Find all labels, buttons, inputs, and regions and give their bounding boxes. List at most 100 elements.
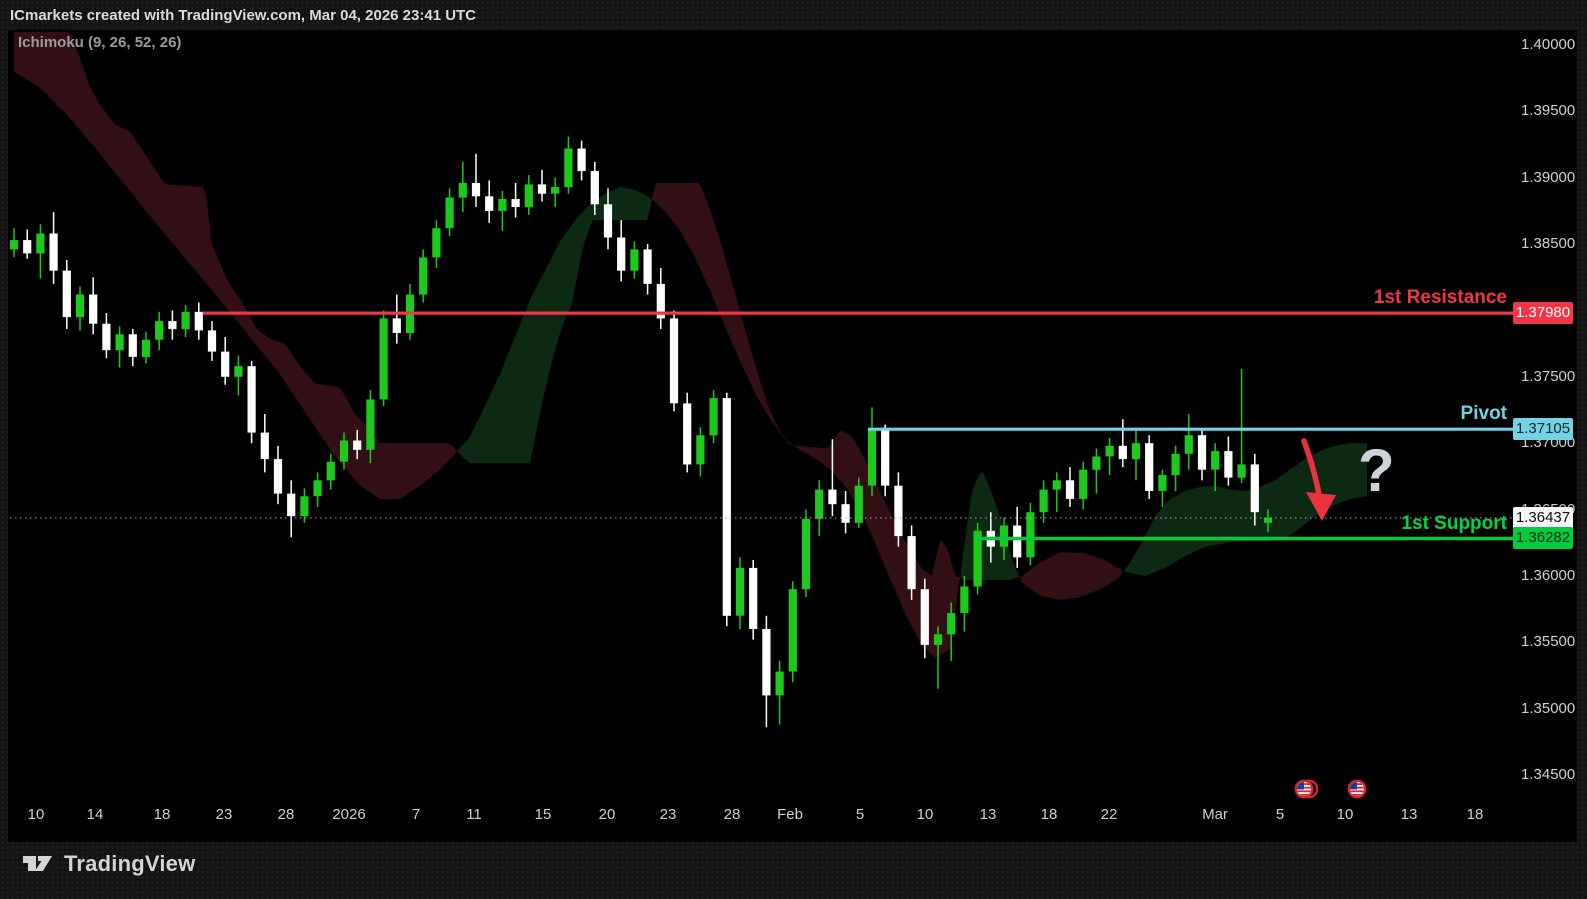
chart-title: ICmarkets created with TradingView.com, … — [10, 7, 477, 24]
candle-body — [1079, 469, 1088, 499]
price-tick-label: 1.35000 — [1521, 699, 1576, 717]
candle-body — [656, 283, 665, 319]
candle-body — [313, 480, 322, 497]
candle-body — [762, 629, 771, 696]
candle-body — [207, 330, 217, 352]
candle-body — [366, 399, 375, 450]
candle-body — [854, 485, 863, 523]
candle-body — [867, 429, 877, 486]
pivot-price-box: 1.37105 — [1513, 418, 1573, 441]
time-tick-label: 10 — [916, 806, 934, 823]
candle-body — [141, 339, 151, 357]
candle-body — [498, 199, 507, 211]
time-tick-label: 11 — [466, 806, 482, 823]
candle-body — [1039, 489, 1048, 513]
time-tick-label: 15 — [534, 806, 552, 823]
tradingview-wordmark: TradingView — [64, 851, 196, 876]
us-flag-event-icon[interactable] — [1293, 778, 1325, 805]
candle-body — [828, 489, 837, 505]
candle-body — [683, 403, 692, 465]
time-tick-label: 28 — [277, 806, 295, 823]
candle-body — [643, 249, 652, 284]
candle-body — [326, 461, 335, 481]
candle-body — [735, 567, 745, 616]
candle-body — [696, 435, 705, 465]
time-tick-label: Feb — [777, 806, 803, 823]
candle-body — [749, 567, 758, 629]
question-mark-annotation: ? — [1358, 437, 1395, 504]
time-tick-label: 18 — [1040, 806, 1058, 823]
candle-body — [999, 525, 1009, 547]
price-tick-label: 1.40000 — [1521, 36, 1576, 53]
price-tick-label: 1.39000 — [1521, 168, 1576, 186]
indicator-label[interactable]: Ichimoku (9, 26, 52, 26) — [18, 34, 182, 51]
candle-body — [379, 318, 388, 400]
time-tick-label: 13 — [1400, 806, 1418, 823]
candle-body — [1197, 435, 1207, 470]
candle-body — [1131, 443, 1141, 460]
candle-body — [300, 496, 309, 517]
tradingview-mark-icon — [23, 856, 52, 871]
candle-body — [36, 233, 45, 254]
candle-body — [168, 321, 177, 330]
candle-body — [630, 249, 639, 271]
candle-body — [445, 197, 454, 229]
candle-body — [115, 334, 124, 351]
time-tick-label: 13 — [979, 806, 997, 823]
candle-body — [1171, 453, 1180, 475]
price-tick-label: 1.36000 — [1521, 566, 1576, 584]
candle-body — [590, 171, 599, 205]
candle-body — [62, 270, 71, 318]
resistance-label: 1st Resistance — [1373, 287, 1507, 308]
candle-body — [933, 634, 943, 645]
candle-body — [419, 257, 428, 295]
candle-body — [9, 240, 19, 250]
candle-body — [947, 613, 956, 635]
candle-body — [564, 148, 573, 187]
price-tick-label: 1.34500 — [1521, 766, 1576, 783]
candle-body — [1052, 480, 1061, 490]
candle-body — [1092, 456, 1101, 470]
time-tick-label: 14 — [86, 806, 104, 823]
candle-body — [551, 187, 560, 194]
ichimoku-cloud — [14, 31, 1367, 659]
time-tick-label: 18 — [1466, 806, 1484, 823]
price-tick-label: 1.37500 — [1521, 367, 1576, 385]
us-flag-event-icon[interactable] — [1346, 778, 1368, 805]
candle-body — [815, 489, 824, 519]
candle-body — [23, 240, 32, 254]
time-tick-label: 5 — [855, 806, 865, 823]
candle-body — [973, 530, 982, 587]
candle-body — [1224, 451, 1233, 478]
time-tick-label: 10 — [27, 806, 45, 823]
time-tick-label: 18 — [153, 806, 171, 823]
candle-body — [221, 351, 230, 377]
candle-body — [511, 199, 520, 207]
candle-body — [960, 586, 969, 613]
candle-body — [841, 504, 850, 523]
price-tick-label: 1.35500 — [1521, 633, 1576, 651]
down-arrow-annotation[interactable] — [1301, 438, 1336, 521]
candle-body — [894, 485, 903, 537]
candle-body — [353, 440, 362, 450]
candle-body — [617, 237, 626, 271]
candle-body — [273, 459, 283, 494]
candle-body — [485, 196, 494, 211]
candle-body — [234, 366, 243, 377]
time-tick-label: 23 — [215, 806, 233, 823]
candle-body — [722, 398, 731, 616]
pivot-label: Pivot — [1460, 403, 1507, 424]
candle-body — [537, 184, 547, 194]
candle-body — [1158, 475, 1167, 491]
support-price-box: 1.36282 — [1513, 527, 1573, 550]
time-tick-label: 7 — [411, 806, 421, 823]
candle-body — [1065, 480, 1075, 499]
candle-body — [788, 589, 797, 672]
candle-body — [75, 294, 85, 318]
candle-body — [260, 432, 269, 460]
candle-body — [392, 318, 401, 333]
candle-body — [247, 366, 256, 433]
candle-body — [1118, 445, 1127, 460]
tradingview-logo[interactable]: TradingView — [22, 846, 195, 882]
